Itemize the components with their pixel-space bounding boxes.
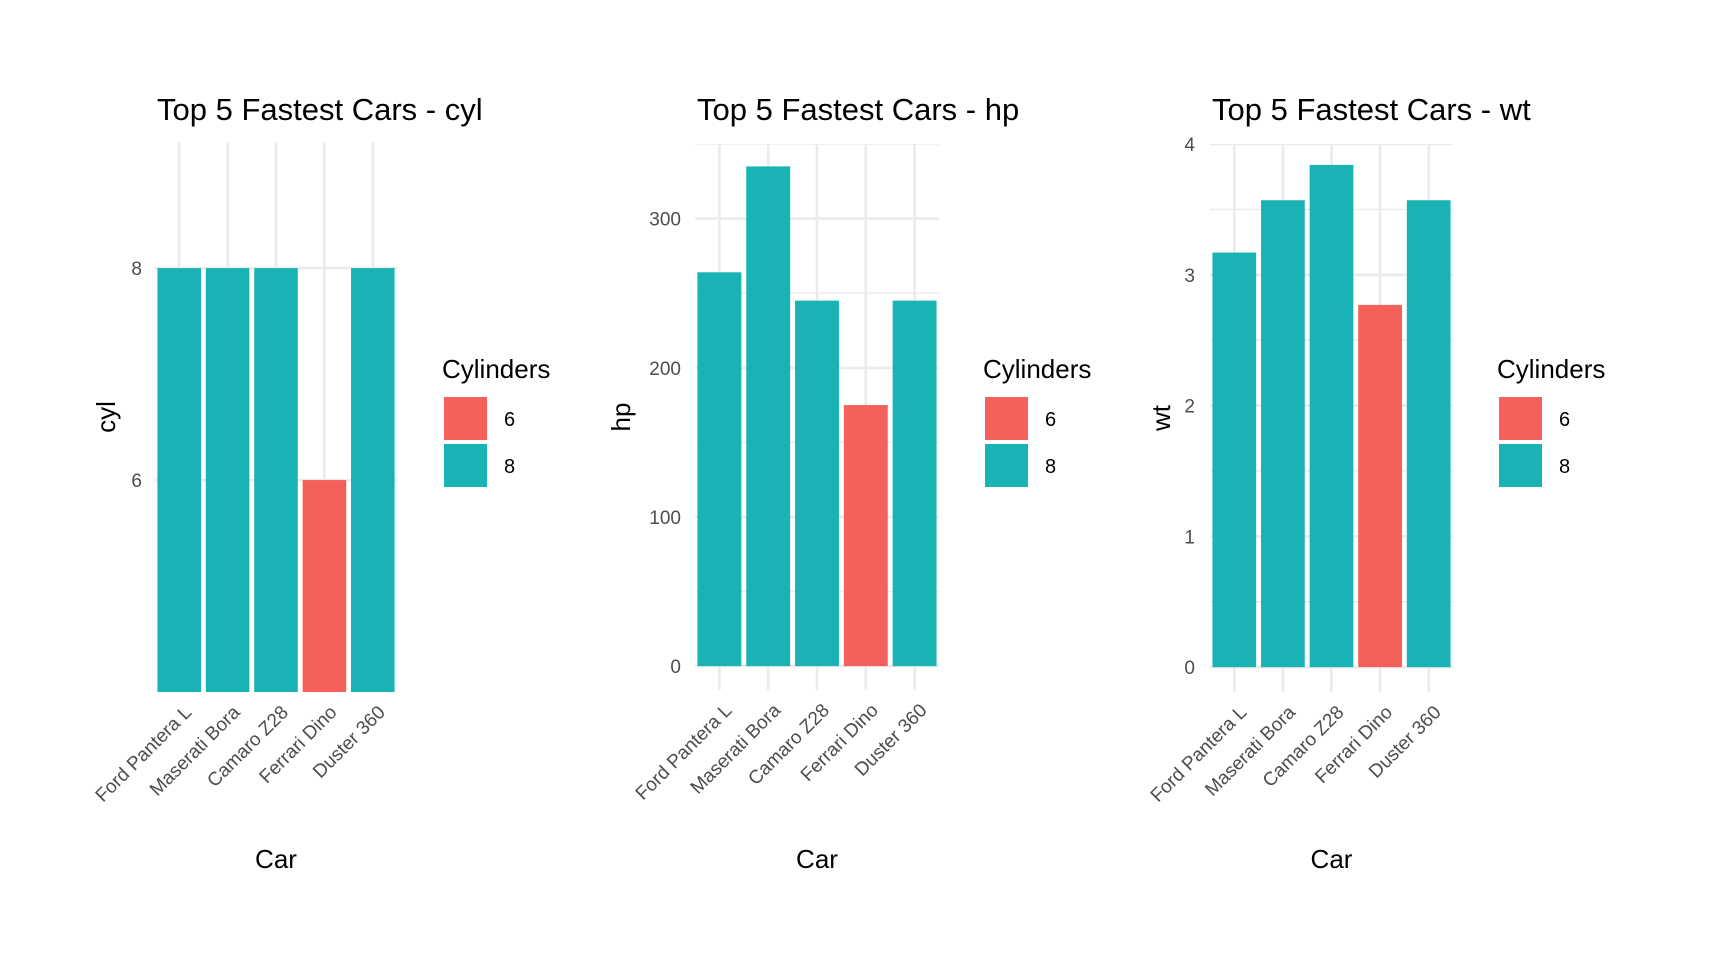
bar-ferrari-dino [843,405,888,667]
legend: Cylinders 6 8 [1497,354,1605,487]
y-axis-title: wt [1146,404,1176,432]
x-axis-title: Car [255,844,297,874]
bar-camaro-z28 [795,300,839,667]
y-tick-label: 300 [649,210,681,231]
y-tick-label: 8 [131,259,142,280]
legend-title: Cylinders [442,354,550,384]
legend-label-6: 6 [1045,409,1056,431]
bars [697,166,937,667]
bar-ford-pantera-l [157,268,201,692]
legend-label-6: 6 [504,409,515,431]
chart-title: Top 5 Fastest Cars - wt [1212,92,1531,127]
legend-key-6 [985,397,1028,440]
legend: Cylinders 6 8 [983,354,1091,487]
bar-maserati-bora [746,166,791,667]
legend: Cylinders 6 8 [442,354,550,487]
bar-duster-360 [892,300,937,667]
bar-maserati-bora [205,268,250,692]
y-tick-label: 3 [1184,266,1195,287]
bar-ford-pantera-l [1212,252,1257,668]
legend-key-6 [1499,397,1542,440]
legend-label-6: 6 [1559,409,1570,431]
legend-key-8 [1499,444,1542,487]
bars [1212,164,1451,668]
y-tick-label: 200 [649,359,681,380]
x-axis-title: Car [1311,844,1353,874]
y-axis-title: cyl [91,401,121,433]
bar-ferrari-dino [1358,304,1402,668]
x-axis-title: Car [796,844,838,874]
y-tick-label: 6 [131,471,142,492]
y-axis-title: hp [606,403,636,432]
bar-duster-360 [351,268,395,692]
legend-key-6 [444,397,487,440]
y-tick-label: 1 [1184,527,1195,548]
bars [157,268,395,692]
y-tick-label: 4 [1184,135,1195,156]
y-tick-label: 2 [1184,397,1195,418]
bar-ferrari-dino [302,480,347,692]
legend-title: Cylinders [1497,354,1605,384]
y-tick-label: 100 [649,508,681,529]
bar-ford-pantera-l [697,272,742,667]
y-tick-label: 0 [1184,658,1195,679]
legend-label-8: 8 [504,456,515,478]
chart-title: Top 5 Fastest Cars - hp [697,92,1019,127]
legend-label-8: 8 [1045,456,1056,478]
bar-maserati-bora [1261,200,1305,668]
legend-label-8: 8 [1559,456,1570,478]
legend-key-8 [444,444,487,487]
legend-key-8 [985,444,1028,487]
bar-duster-360 [1406,200,1451,668]
y-tick-label: 0 [670,657,681,678]
legend-title: Cylinders [983,354,1091,384]
bar-camaro-z28 [1309,164,1354,668]
chart-title: Top 5 Fastest Cars - cyl [157,92,483,127]
bar-camaro-z28 [254,268,298,692]
